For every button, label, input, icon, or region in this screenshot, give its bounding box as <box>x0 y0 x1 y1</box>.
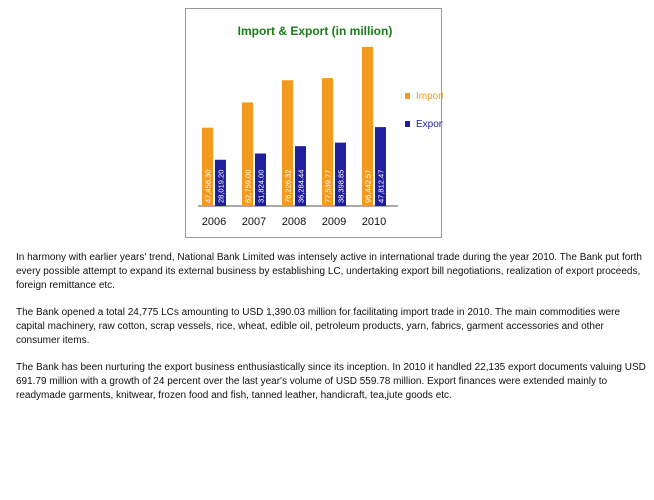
chart-panel: Import & Export (in million) 47,458.30 28,… <box>185 8 443 238</box>
bar-import-2009 <box>322 78 333 206</box>
bar-export-2009 <box>335 142 346 206</box>
bar-export-2010 <box>375 127 386 206</box>
chart-title: Import & Export (in million) <box>238 24 393 38</box>
legend-swatch-import <box>405 93 410 99</box>
data-label-import-2009: 77,539.77 <box>324 170 333 203</box>
data-label-import-2008: 76,226.32 <box>284 170 293 203</box>
import-export-chart: Import & Export (in million) 47,458.30 28,… <box>198 24 443 228</box>
data-label-import-2010: 96,442.57 <box>364 170 373 203</box>
x-tick-label-2008: 2008 <box>282 216 306 228</box>
paragraph-intro: In harmony with earlier years' trend, Na… <box>16 252 642 291</box>
data-label-import-2007: 62,759.00 <box>244 170 253 203</box>
data-label-export-2007: 31,824.00 <box>257 170 266 203</box>
bar-import-2006 <box>202 127 213 206</box>
data-label-import-2006: 47,458.30 <box>204 170 213 203</box>
bar-export-2006 <box>215 159 226 206</box>
body-text: In harmony with earlier years' trend, Na… <box>16 251 646 416</box>
data-label-export-2010: 47,812.47 <box>377 170 386 203</box>
x-tick-label-2006: 2006 <box>202 216 226 228</box>
x-tick-label-2009: 2009 <box>322 216 346 228</box>
data-label-export-2006: 28,019.20 <box>217 170 226 203</box>
data-label-export-2009: 38,398.85 <box>337 170 346 203</box>
legend-label-export: Export <box>416 119 443 130</box>
bar-import-2008 <box>282 80 293 206</box>
bar-import-2010 <box>362 46 373 207</box>
x-tick-label-2010: 2010 <box>362 216 386 228</box>
bar-export-2008 <box>295 146 306 206</box>
bar-export-2007 <box>255 153 266 206</box>
data-label-export-2008: 36,284.44 <box>297 170 306 203</box>
paragraph-import: The Bank opened a total 24,775 LCs amoun… <box>16 307 621 346</box>
legend-swatch-export <box>405 121 410 127</box>
legend-label-import: Import <box>416 91 443 102</box>
bar-import-2007 <box>242 102 253 206</box>
x-tick-label-2007: 2007 <box>242 216 266 228</box>
paragraph-export: The Bank has been nurturing the export b… <box>16 362 646 401</box>
